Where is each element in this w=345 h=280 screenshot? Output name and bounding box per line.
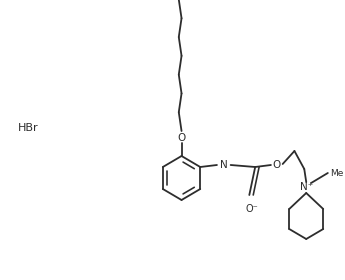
Text: O: O	[273, 160, 281, 170]
Text: O⁻: O⁻	[246, 204, 259, 214]
Text: N⁺: N⁺	[299, 182, 313, 192]
Text: HBr: HBr	[18, 123, 38, 133]
Text: O: O	[177, 133, 186, 143]
Text: N: N	[220, 160, 228, 170]
Text: Me: Me	[330, 169, 343, 178]
